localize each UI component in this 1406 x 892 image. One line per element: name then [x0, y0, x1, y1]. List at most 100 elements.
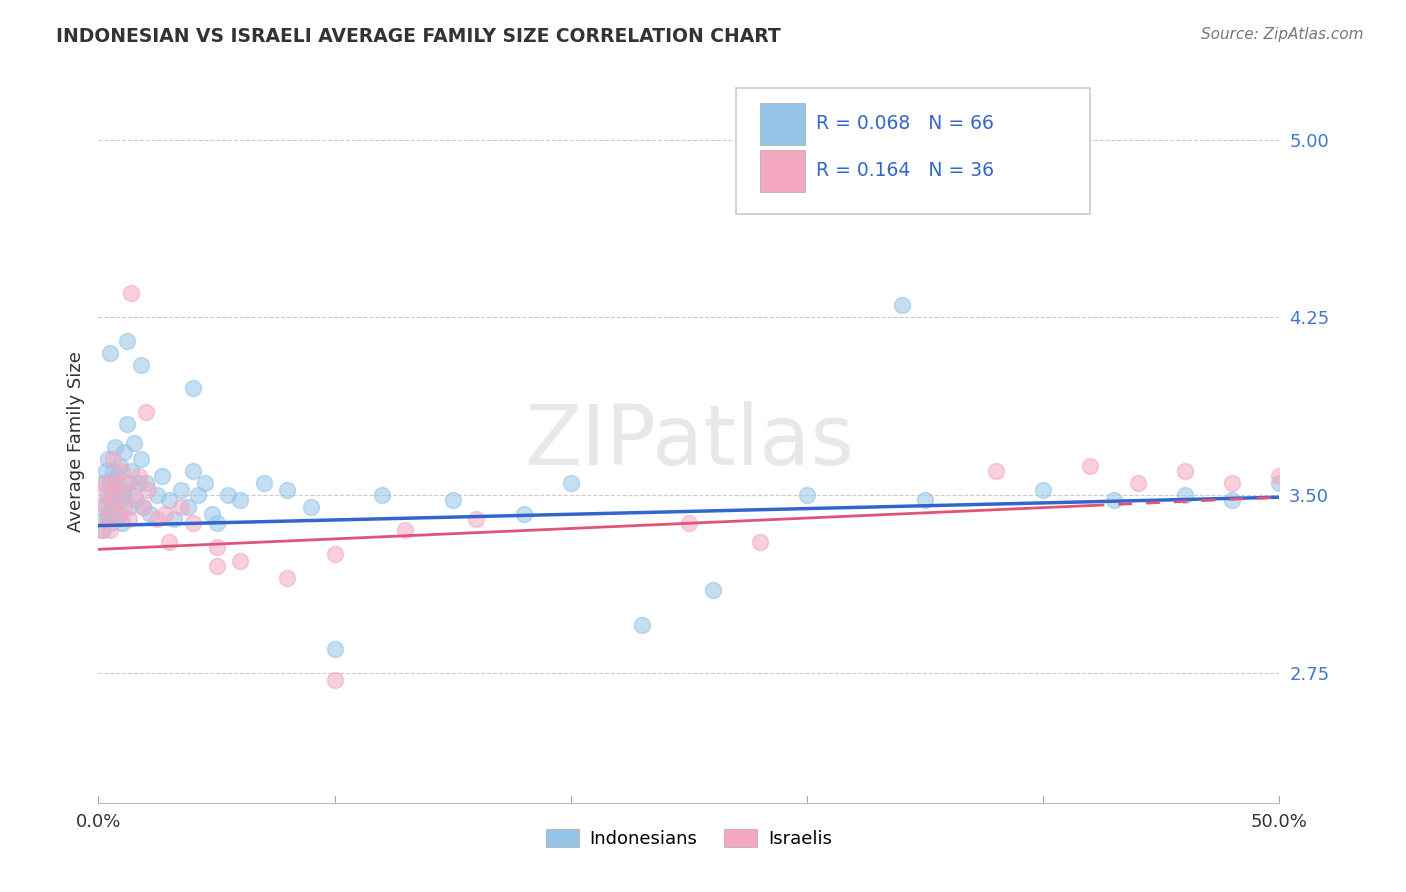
Point [984, 464, 1007, 478]
Point [115, 475, 138, 490]
Point [217, 488, 239, 502]
Point [323, 547, 346, 561]
Point [394, 524, 416, 538]
Point [299, 500, 322, 514]
Point [153, 507, 176, 521]
Point [163, 511, 186, 525]
Point [205, 540, 228, 554]
Point [97, 507, 120, 521]
Point [146, 511, 169, 525]
Point [98, 475, 121, 490]
Point [1080, 459, 1102, 474]
Point [181, 464, 204, 478]
Point [128, 469, 150, 483]
Point [1268, 469, 1291, 483]
Point [97, 452, 120, 467]
Point [105, 511, 128, 525]
Text: INDONESIAN VS ISRAELI AVERAGE FAMILY SIZE CORRELATION CHART: INDONESIAN VS ISRAELI AVERAGE FAMILY SIZ… [56, 27, 780, 45]
FancyBboxPatch shape [759, 103, 804, 145]
Point [108, 492, 131, 507]
Point [129, 452, 152, 467]
Point [157, 492, 180, 507]
Point [104, 500, 127, 514]
Point [98, 492, 121, 507]
Point [115, 334, 138, 348]
Y-axis label: Average Family Size: Average Family Size [66, 351, 84, 532]
Point [90, 500, 112, 514]
Point [914, 492, 936, 507]
Point [91, 488, 114, 502]
Point [101, 464, 124, 478]
Point [91, 475, 114, 490]
Point [890, 298, 912, 312]
Point [253, 475, 276, 490]
Point [181, 381, 204, 395]
Point [630, 618, 652, 632]
Text: Source: ZipAtlas.com: Source: ZipAtlas.com [1201, 27, 1364, 42]
Point [112, 500, 135, 514]
Point [229, 554, 252, 568]
Point [118, 475, 141, 490]
Point [135, 405, 157, 419]
Point [105, 469, 128, 483]
Point [205, 558, 228, 573]
Point [1174, 488, 1197, 502]
Point [201, 507, 224, 521]
Point [121, 464, 143, 478]
Point [122, 488, 145, 502]
Point [177, 500, 200, 514]
Point [465, 511, 488, 525]
Point [97, 511, 120, 525]
Point [118, 511, 141, 525]
Point [90, 524, 112, 538]
Point [323, 641, 346, 656]
Point [441, 492, 464, 507]
FancyBboxPatch shape [737, 87, 1091, 214]
Point [796, 488, 818, 502]
Point [94, 475, 117, 490]
Point [146, 488, 169, 502]
Point [132, 500, 155, 514]
Point [115, 417, 138, 431]
Point [135, 475, 157, 490]
Point [91, 524, 114, 538]
Point [98, 345, 121, 359]
Point [1220, 492, 1243, 507]
Point [371, 488, 394, 502]
Point [105, 483, 128, 497]
Text: ZIPatlas: ZIPatlas [524, 401, 853, 482]
Point [1126, 475, 1149, 490]
Point [98, 524, 121, 538]
Point [104, 441, 127, 455]
Point [170, 483, 193, 497]
Point [104, 475, 127, 490]
Point [560, 475, 582, 490]
Point [1268, 475, 1291, 490]
Point [205, 516, 228, 531]
Point [101, 483, 124, 497]
FancyBboxPatch shape [759, 151, 804, 193]
Point [111, 488, 134, 502]
Point [101, 475, 124, 490]
Point [512, 507, 534, 521]
Point [118, 500, 141, 514]
Point [323, 673, 346, 687]
Point [111, 464, 134, 478]
Point [276, 483, 298, 497]
Point [97, 488, 120, 502]
Point [112, 483, 135, 497]
Text: R = 0.164   N = 36: R = 0.164 N = 36 [817, 161, 994, 180]
Point [1174, 464, 1197, 478]
Point [101, 502, 124, 516]
Point [136, 483, 159, 497]
Point [128, 475, 150, 490]
Point [104, 492, 127, 507]
Text: R = 0.068   N = 66: R = 0.068 N = 66 [817, 114, 994, 133]
Legend: Indonesians, Israelis: Indonesians, Israelis [538, 822, 839, 855]
Point [108, 459, 131, 474]
Point [125, 492, 148, 507]
Point [94, 500, 117, 514]
Point [1032, 483, 1054, 497]
Point [129, 358, 152, 372]
Point [112, 445, 135, 459]
